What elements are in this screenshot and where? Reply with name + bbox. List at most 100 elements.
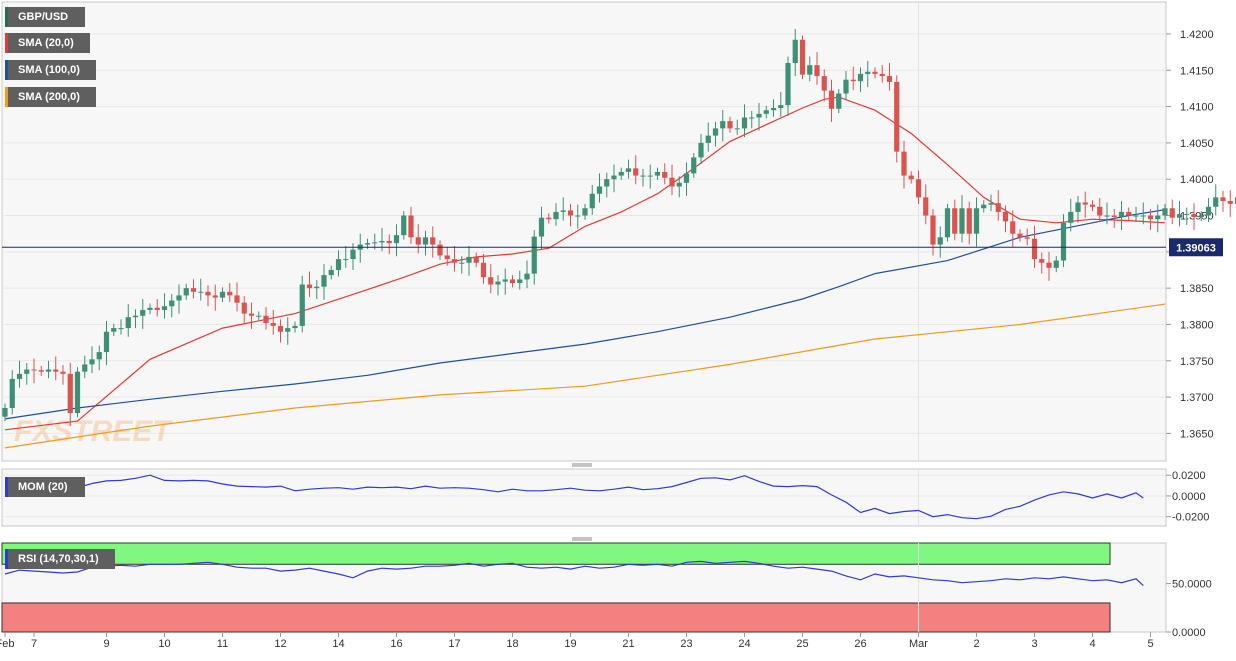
candle-body — [1060, 222, 1067, 261]
candle-body — [1220, 197, 1226, 201]
candle-body — [169, 300, 175, 307]
candle-body — [198, 291, 204, 293]
panel-1 — [1, 468, 1167, 527]
candle-body — [611, 175, 617, 180]
symbol-text: GBP/USD — [18, 11, 69, 23]
y-tick-label: 1.3750 — [1180, 356, 1214, 368]
candle-body — [132, 315, 139, 318]
x-tick-label: 17 — [448, 638, 460, 650]
candle-body — [1024, 237, 1030, 239]
y-tick-label: 1.4000 — [1180, 174, 1214, 186]
candle-body — [836, 93, 842, 109]
candle-body — [872, 71, 878, 74]
candle-body — [1155, 215, 1161, 220]
y-tick-label: 1.4100 — [1180, 102, 1214, 114]
candle-body — [567, 210, 574, 216]
candle-body — [1053, 260, 1059, 268]
candle-body — [1147, 215, 1154, 220]
x-tick-label: 4 — [1089, 638, 1095, 650]
x-tick-label: 16 — [390, 638, 402, 650]
candle-body — [662, 171, 668, 178]
candle-body — [1075, 202, 1081, 212]
candle-body — [778, 105, 784, 109]
candle-body — [1104, 215, 1110, 217]
candle-body — [582, 208, 588, 216]
candle-body — [372, 242, 378, 244]
candle-body — [538, 217, 545, 237]
candle-body — [1010, 221, 1016, 234]
candle-body — [466, 256, 472, 263]
sma100-swatch — [5, 60, 8, 80]
candle-body — [53, 369, 59, 372]
candle-body — [183, 288, 189, 296]
candle-body — [415, 237, 421, 245]
x-tick-label: 21 — [622, 638, 634, 650]
y-tick-label: 1.4150 — [1180, 65, 1214, 77]
candle-body — [915, 179, 922, 198]
sma-line-2 — [4, 303, 1166, 449]
rsi-line — [4, 560, 1144, 587]
candle-body — [625, 168, 632, 172]
candle-body — [60, 371, 66, 374]
candle-body — [277, 325, 284, 332]
x-tick-label: 7 — [31, 638, 37, 650]
candle-body — [857, 73, 864, 82]
candle-body — [263, 315, 269, 324]
candle-body — [879, 73, 885, 77]
legend-sma200[interactable]: SMA (200,0) — [5, 87, 96, 107]
candle-body — [553, 211, 559, 220]
candle-body — [814, 65, 820, 77]
candle-body — [633, 168, 639, 176]
candle-body — [908, 175, 914, 180]
candle-body — [227, 291, 233, 296]
x-tick-label: 19 — [564, 638, 576, 650]
candle-body — [930, 215, 936, 245]
candle-body — [1082, 202, 1088, 205]
candle-body — [1133, 215, 1139, 217]
candle-body — [103, 331, 110, 353]
candle-body — [509, 279, 516, 284]
candle-body — [401, 215, 407, 236]
candle-body — [770, 108, 777, 111]
candle-body — [38, 370, 44, 372]
candle-body — [299, 284, 305, 326]
candle-body — [205, 291, 211, 296]
candle-body — [241, 302, 247, 314]
candle-body — [408, 215, 414, 238]
symbol-swatch — [5, 7, 8, 27]
mom-title-text: MOM (20) — [18, 481, 68, 493]
legend-sma100[interactable]: SMA (100,0) — [5, 60, 96, 80]
candle-body — [321, 275, 327, 287]
candle-body — [966, 208, 972, 234]
candle-body — [618, 171, 624, 176]
candle-body — [437, 244, 443, 256]
candle-body — [9, 378, 15, 408]
candle-body — [24, 369, 30, 374]
panel-0 — [1, 1, 1167, 462]
candle-body — [944, 208, 951, 238]
mom-swatch — [5, 477, 8, 497]
rsi-swatch — [5, 549, 8, 569]
candle-body — [807, 65, 813, 75]
sma200-label: SMA (200,0) — [18, 91, 80, 103]
candle-body — [894, 81, 900, 152]
x-tick-label: Mar — [909, 638, 928, 650]
candle-body — [16, 373, 23, 379]
y-tick-label: 1.4050 — [1180, 138, 1214, 150]
candle-body — [125, 317, 131, 329]
candle-body — [1039, 259, 1045, 263]
candle-body — [1140, 215, 1146, 217]
candle-body — [248, 313, 255, 316]
candle-body — [328, 269, 334, 276]
candle-body — [531, 236, 537, 274]
y-tick-label: 1.4200 — [1180, 29, 1214, 41]
legend-sma20[interactable]: SMA (20,0) — [5, 33, 90, 53]
candle-body — [589, 193, 595, 209]
candle-body — [459, 262, 465, 264]
candle-body — [973, 208, 980, 234]
candle-body — [1126, 211, 1132, 216]
sma20-swatch — [5, 33, 8, 53]
x-tick-label: 3 — [1031, 638, 1037, 650]
